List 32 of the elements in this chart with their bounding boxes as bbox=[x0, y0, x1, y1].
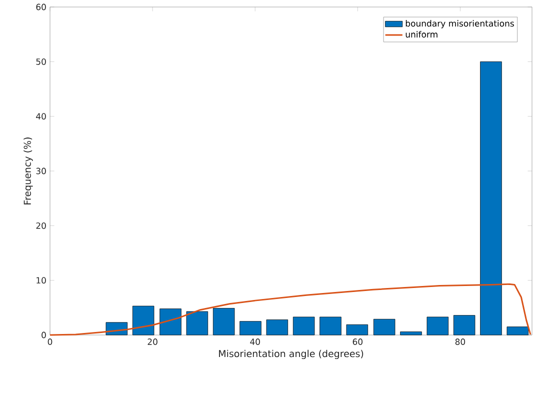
bar bbox=[426, 316, 449, 336]
y-tick-label: 60 bbox=[36, 4, 46, 10]
bar bbox=[373, 318, 396, 336]
bar bbox=[266, 319, 288, 336]
line-series bbox=[49, 283, 532, 336]
bar bbox=[212, 308, 235, 336]
bar bbox=[320, 316, 342, 336]
y-tick-label: 30 bbox=[36, 168, 46, 174]
x-tick-label: 40 bbox=[250, 338, 260, 345]
y-tick-label: 50 bbox=[36, 58, 46, 65]
bar bbox=[400, 332, 422, 336]
x-tick-label: 80 bbox=[455, 338, 466, 345]
bar bbox=[292, 316, 315, 336]
x-tick-label: 60 bbox=[352, 338, 363, 345]
legend-label: boundary misorientations bbox=[406, 20, 514, 28]
bar bbox=[186, 311, 208, 336]
x-tick-label: 0 bbox=[48, 338, 52, 345]
bar bbox=[480, 61, 502, 336]
legend-label: uniform bbox=[406, 30, 438, 38]
y-axis-title: Frequency (%) bbox=[24, 138, 33, 204]
bar bbox=[132, 306, 154, 336]
x-axis-title: Misorientation angle (degrees) bbox=[219, 350, 364, 360]
bar bbox=[160, 308, 182, 336]
y-tick-label: 0 bbox=[42, 332, 46, 338]
y-tick-label: 40 bbox=[36, 113, 46, 120]
y-tick-label: 20 bbox=[36, 222, 46, 229]
bar bbox=[346, 324, 368, 336]
x-tick-label: 20 bbox=[148, 338, 158, 345]
bar bbox=[453, 315, 476, 336]
y-tick-label: 10 bbox=[36, 277, 46, 284]
bar bbox=[506, 326, 529, 336]
bar bbox=[240, 321, 262, 336]
